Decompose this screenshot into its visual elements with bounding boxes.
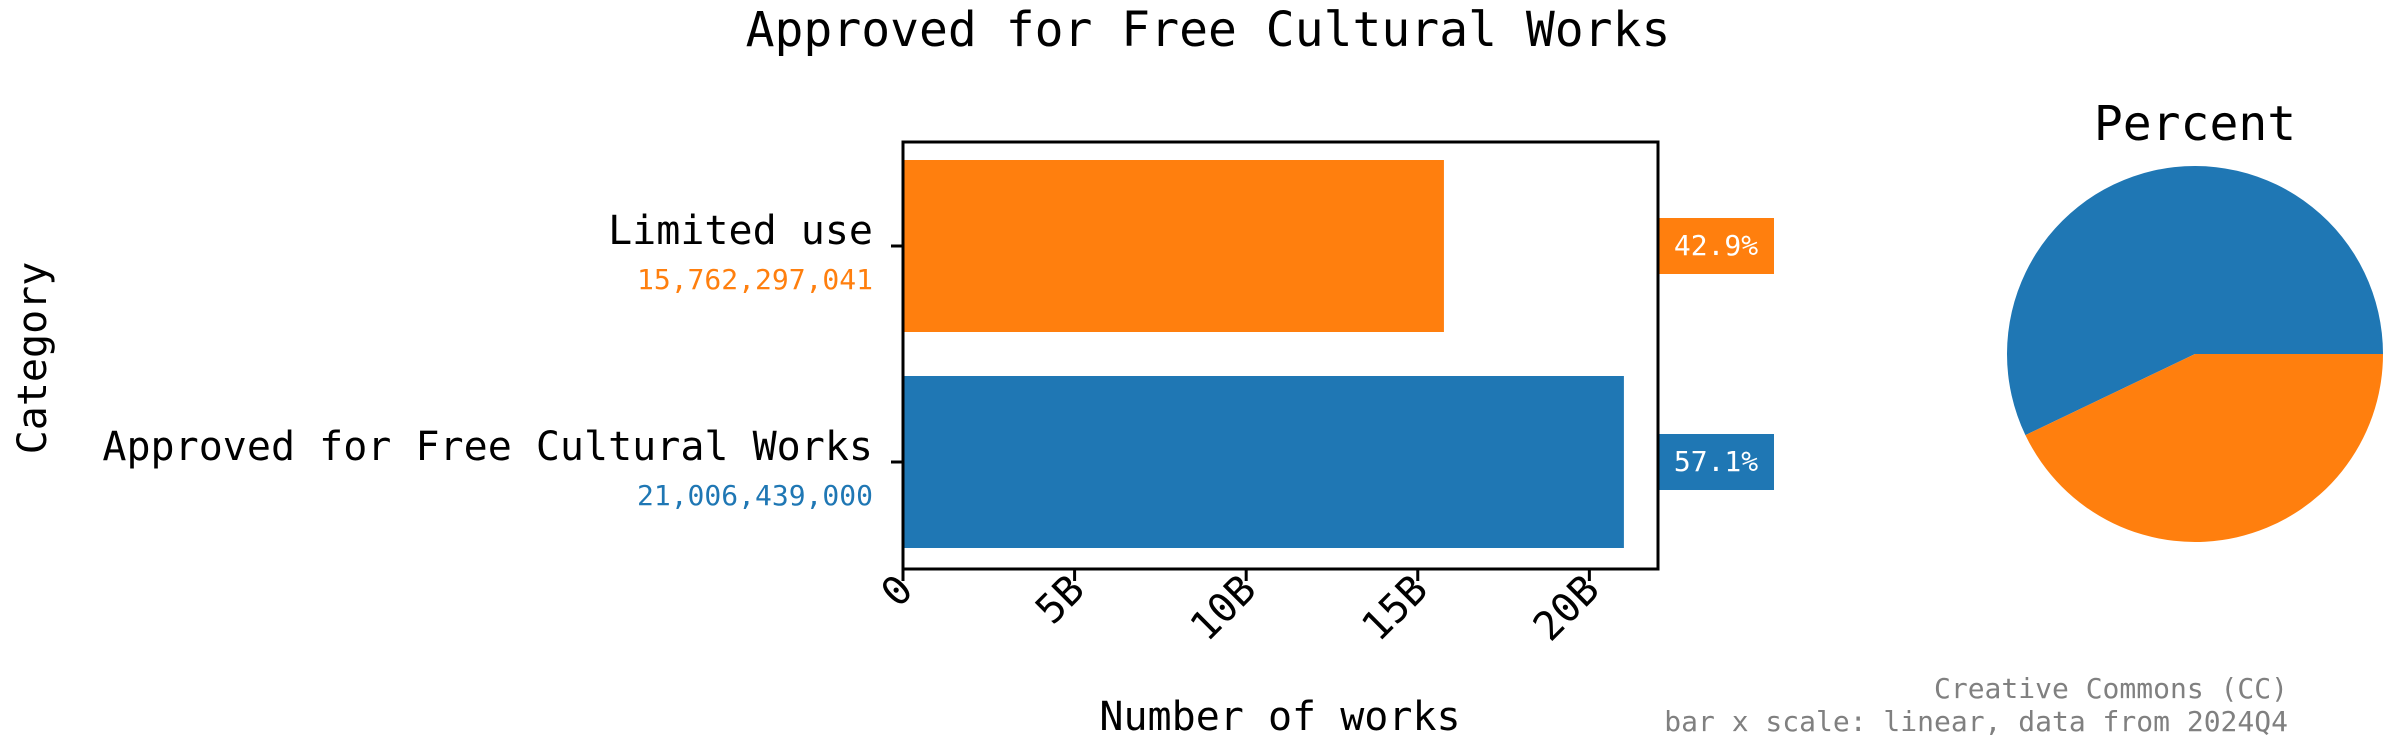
percent-label-0: 42.9%: [1674, 229, 1758, 262]
pie-slice-1: [2025, 354, 2383, 542]
bar-0: [903, 160, 1444, 332]
x-tick-label-4: 20B: [1525, 567, 1609, 651]
bar-1: [903, 376, 1624, 548]
footer-scale-note: bar x scale: linear, data from 2024Q4: [1664, 705, 2288, 738]
x-tick-label-1: 5B: [1027, 567, 1094, 634]
x-ticks: 0 5B 10B 15B 20B: [873, 567, 1609, 651]
plot-frame: [901, 140, 1660, 571]
chart-title: Approved for Free Cultural Works: [746, 2, 1671, 58]
value-label-0: 15,762,297,041: [637, 263, 873, 296]
category-labels: Limited use 15,762,297,041 Approved for Fr…: [102, 208, 903, 512]
percent-badge-1: [1658, 434, 1774, 490]
pie-title: Percent: [2094, 96, 2296, 152]
x-axis-label: Number of works: [1099, 694, 1460, 740]
pie-chart: [2006, 166, 2383, 542]
x-tick-label-0: 0: [873, 567, 923, 617]
percent-label-1: 57.1%: [1674, 445, 1758, 478]
footer-credit: Creative Commons (CC): [1934, 672, 2288, 705]
percent-badge-0: [1658, 218, 1774, 274]
x-tick-label-2: 10B: [1182, 567, 1266, 651]
y-axis-label: Category: [10, 262, 56, 455]
category-label-1: Approved for Free Cultural Works: [102, 424, 873, 470]
percent-labels: 42.9% 57.1%: [1658, 218, 1774, 490]
category-label-0: Limited use: [608, 208, 873, 254]
pie-slice-0: [2006, 166, 2383, 436]
value-label-1: 21,006,439,000: [637, 479, 873, 512]
x-tick-label-3: 15B: [1353, 567, 1437, 651]
bar-group: [903, 160, 1624, 548]
